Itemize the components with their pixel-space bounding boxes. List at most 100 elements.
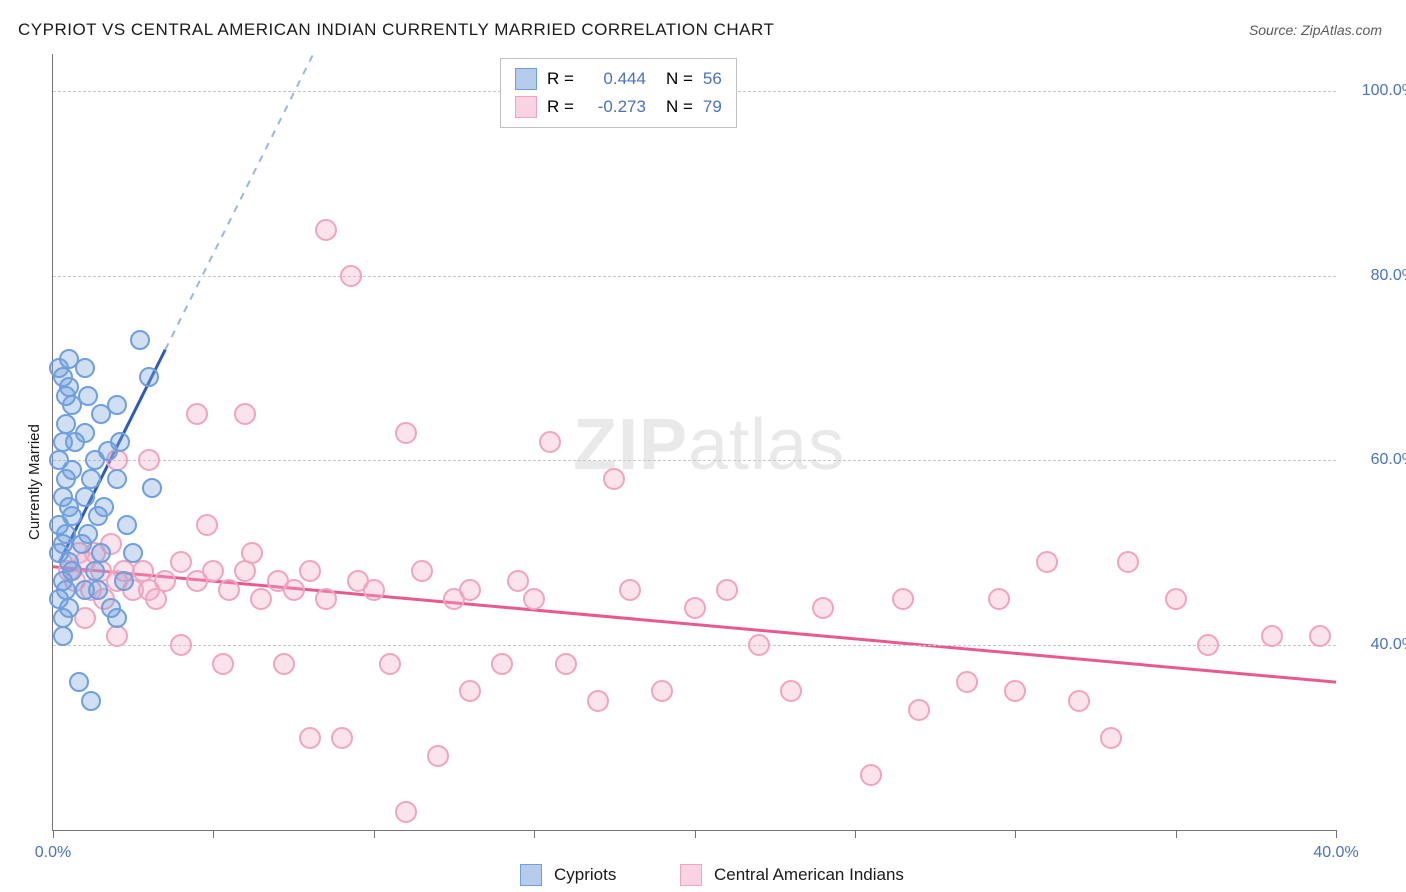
data-point — [459, 680, 481, 702]
data-point — [78, 386, 98, 406]
legend-label: Cypriots — [554, 865, 616, 885]
data-point — [395, 422, 417, 444]
data-point — [1117, 551, 1139, 573]
x-tick — [1336, 830, 1337, 838]
data-point — [299, 727, 321, 749]
stat-r-label: R = — [547, 93, 574, 121]
data-point — [988, 588, 1010, 610]
data-point — [91, 543, 111, 563]
data-point — [1197, 634, 1219, 656]
legend-item-central-american-indians: Central American Indians — [680, 864, 904, 886]
data-point — [860, 764, 882, 786]
chart-title: CYPRIOT VS CENTRAL AMERICAN INDIAN CURRE… — [18, 20, 774, 40]
data-point — [273, 653, 295, 675]
x-tick — [695, 830, 696, 838]
legend-swatch — [680, 864, 702, 886]
gridline — [53, 645, 1336, 646]
data-point — [81, 691, 101, 711]
data-point — [555, 653, 577, 675]
data-point — [363, 579, 385, 601]
legend-label: Central American Indians — [714, 865, 904, 885]
data-point — [145, 588, 167, 610]
gridline — [53, 460, 1336, 461]
data-point — [315, 588, 337, 610]
x-tick — [374, 830, 375, 838]
data-point — [234, 403, 256, 425]
data-point — [170, 634, 192, 656]
y-axis-label: Currently Married — [26, 424, 43, 540]
y-tick-label: 60.0% — [1346, 451, 1406, 469]
x-tick — [213, 830, 214, 838]
data-point — [427, 745, 449, 767]
scatter-plot-area: ZIPatlas 40.0%60.0%80.0%100.0%0.0%40.0% — [52, 54, 1336, 831]
data-point — [56, 414, 76, 434]
legend-swatch — [520, 864, 542, 886]
data-point — [107, 608, 127, 628]
data-point — [98, 441, 118, 461]
data-point — [619, 579, 641, 601]
data-point — [1309, 625, 1331, 647]
data-point — [491, 653, 513, 675]
data-point — [72, 534, 92, 554]
data-point — [142, 478, 162, 498]
stats-legend: R =0.444N =56R =-0.273N =79 — [500, 58, 737, 128]
data-point — [139, 367, 159, 387]
source-attribution: Source: ZipAtlas.com — [1249, 22, 1382, 38]
data-point — [892, 588, 914, 610]
data-point — [186, 403, 208, 425]
data-point — [138, 449, 160, 471]
y-tick-label: 100.0% — [1346, 82, 1406, 100]
data-point — [106, 625, 128, 647]
data-point — [88, 580, 108, 600]
data-point — [379, 653, 401, 675]
data-point — [114, 571, 134, 591]
data-point — [75, 487, 95, 507]
data-point — [716, 579, 738, 601]
data-point — [91, 404, 111, 424]
x-tick — [53, 830, 54, 838]
data-point — [212, 653, 234, 675]
x-tick — [534, 830, 535, 838]
x-tick — [1176, 830, 1177, 838]
data-point — [587, 690, 609, 712]
data-point — [331, 727, 353, 749]
x-tick-label: 40.0% — [1313, 844, 1358, 862]
stat-n-value: 79 — [703, 93, 722, 121]
data-point — [780, 680, 802, 702]
stats-row: R =-0.273N =79 — [515, 93, 722, 121]
data-point — [908, 699, 930, 721]
data-point — [170, 551, 192, 573]
data-point — [956, 671, 978, 693]
data-point — [459, 579, 481, 601]
data-point — [1261, 625, 1283, 647]
data-point — [299, 560, 321, 582]
data-point — [523, 588, 545, 610]
data-point — [1068, 690, 1090, 712]
data-point — [94, 497, 114, 517]
data-point — [56, 469, 76, 489]
stat-r-value: 0.444 — [584, 65, 646, 93]
data-point — [81, 469, 101, 489]
data-point — [218, 579, 240, 601]
data-point — [202, 560, 224, 582]
trend-lines — [53, 54, 1336, 830]
data-point — [56, 386, 76, 406]
data-point — [53, 608, 73, 628]
data-point — [1036, 551, 1058, 573]
data-point — [651, 680, 673, 702]
legend-swatch — [515, 68, 537, 90]
legend-swatch — [515, 96, 537, 118]
stat-r-label: R = — [547, 65, 574, 93]
stat-n-label: N = — [666, 93, 693, 121]
x-tick-label: 0.0% — [35, 844, 71, 862]
stats-row: R =0.444N =56 — [515, 65, 722, 93]
data-point — [411, 560, 433, 582]
legend-item-cypriots: Cypriots — [520, 864, 616, 886]
data-point — [130, 330, 150, 350]
data-point — [748, 634, 770, 656]
data-point — [69, 672, 89, 692]
stat-n-value: 56 — [703, 65, 722, 93]
data-point — [107, 469, 127, 489]
data-point — [395, 801, 417, 823]
data-point — [250, 588, 272, 610]
